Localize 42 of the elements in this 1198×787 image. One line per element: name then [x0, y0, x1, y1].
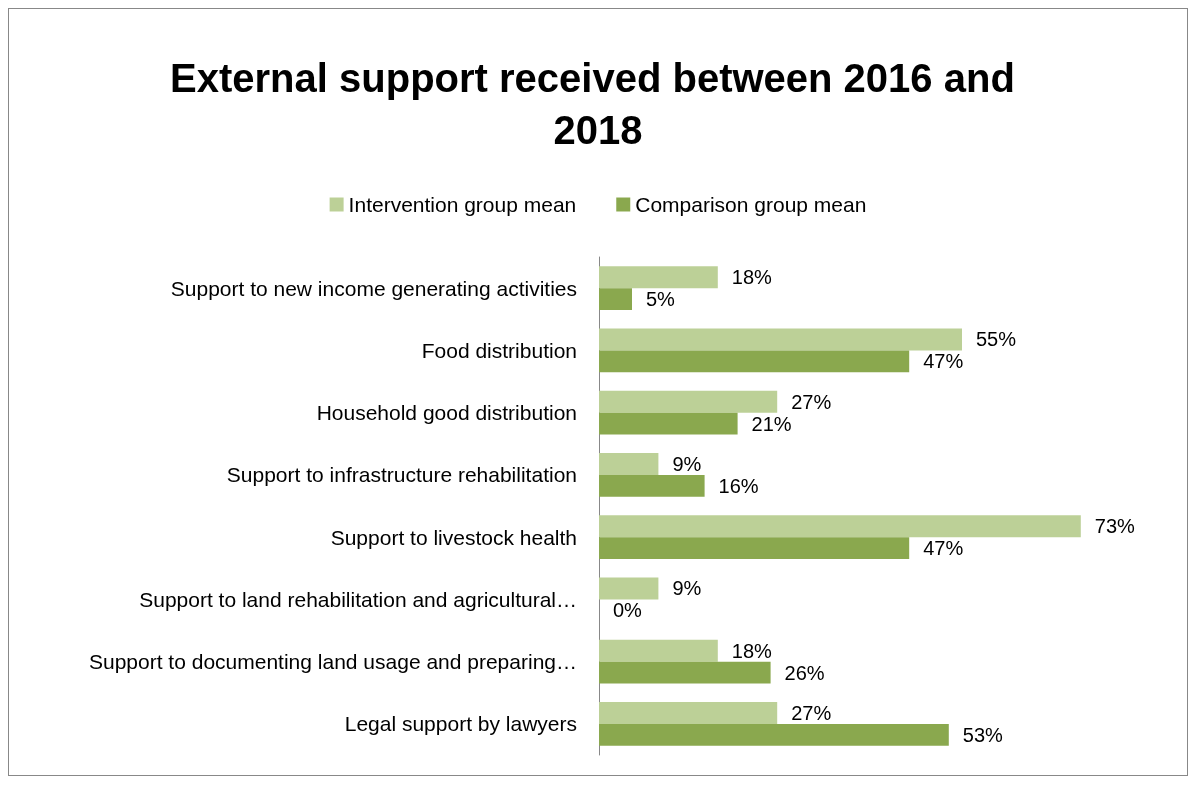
bar	[599, 577, 659, 600]
chart-title: External support received between 2016 and 2018	[170, 56, 1026, 152]
bar	[599, 661, 771, 684]
legend-label: Comparison group mean	[635, 193, 867, 216]
bar	[599, 537, 910, 559]
data-label: 9%	[672, 577, 702, 600]
data-label: 47%	[923, 350, 964, 373]
data-label: 18%	[731, 639, 773, 662]
bar	[599, 350, 910, 373]
data-label: 9%	[672, 452, 702, 475]
y-tick-label: Legal support by lawyers	[344, 712, 577, 736]
bar	[599, 288, 632, 310]
bar	[599, 328, 962, 351]
bar	[599, 412, 738, 435]
data-label: 18%	[731, 266, 773, 289]
y-tick-label: Support to livestock health	[330, 525, 577, 549]
data-label: 16%	[718, 474, 759, 497]
y-tick-label: Support to land rehabilitation and agricultural…	[139, 587, 577, 611]
y-tick-label: Support to new income generating activities	[170, 276, 577, 300]
data-label: 27%	[791, 701, 832, 724]
y-tick-label: Household good distribution	[316, 401, 577, 425]
data-label: 53%	[962, 723, 1004, 746]
data-label: 21%	[751, 412, 792, 435]
data-label: 55%	[976, 328, 1017, 351]
legend-label: Intervention group mean	[348, 193, 577, 216]
bar	[599, 390, 778, 413]
data-label: 47%	[923, 537, 964, 560]
data-label: 26%	[784, 661, 825, 684]
data-label: 27%	[791, 390, 832, 413]
data-label: 0%	[613, 599, 643, 622]
data-label: 5%	[646, 288, 676, 311]
bar	[599, 453, 659, 475]
bar	[599, 266, 718, 289]
bar	[599, 639, 718, 662]
y-tick-label: Food distribution	[421, 338, 577, 362]
y-tick-label: Support to infrastructure rehabilitation	[226, 463, 577, 487]
data-label: 73%	[1094, 515, 1136, 538]
bar	[599, 723, 949, 746]
y-tick-label: Support to documenting land usage and preparing…	[88, 650, 577, 674]
bar	[599, 474, 705, 497]
bar	[599, 515, 1081, 538]
bar	[599, 702, 778, 724]
